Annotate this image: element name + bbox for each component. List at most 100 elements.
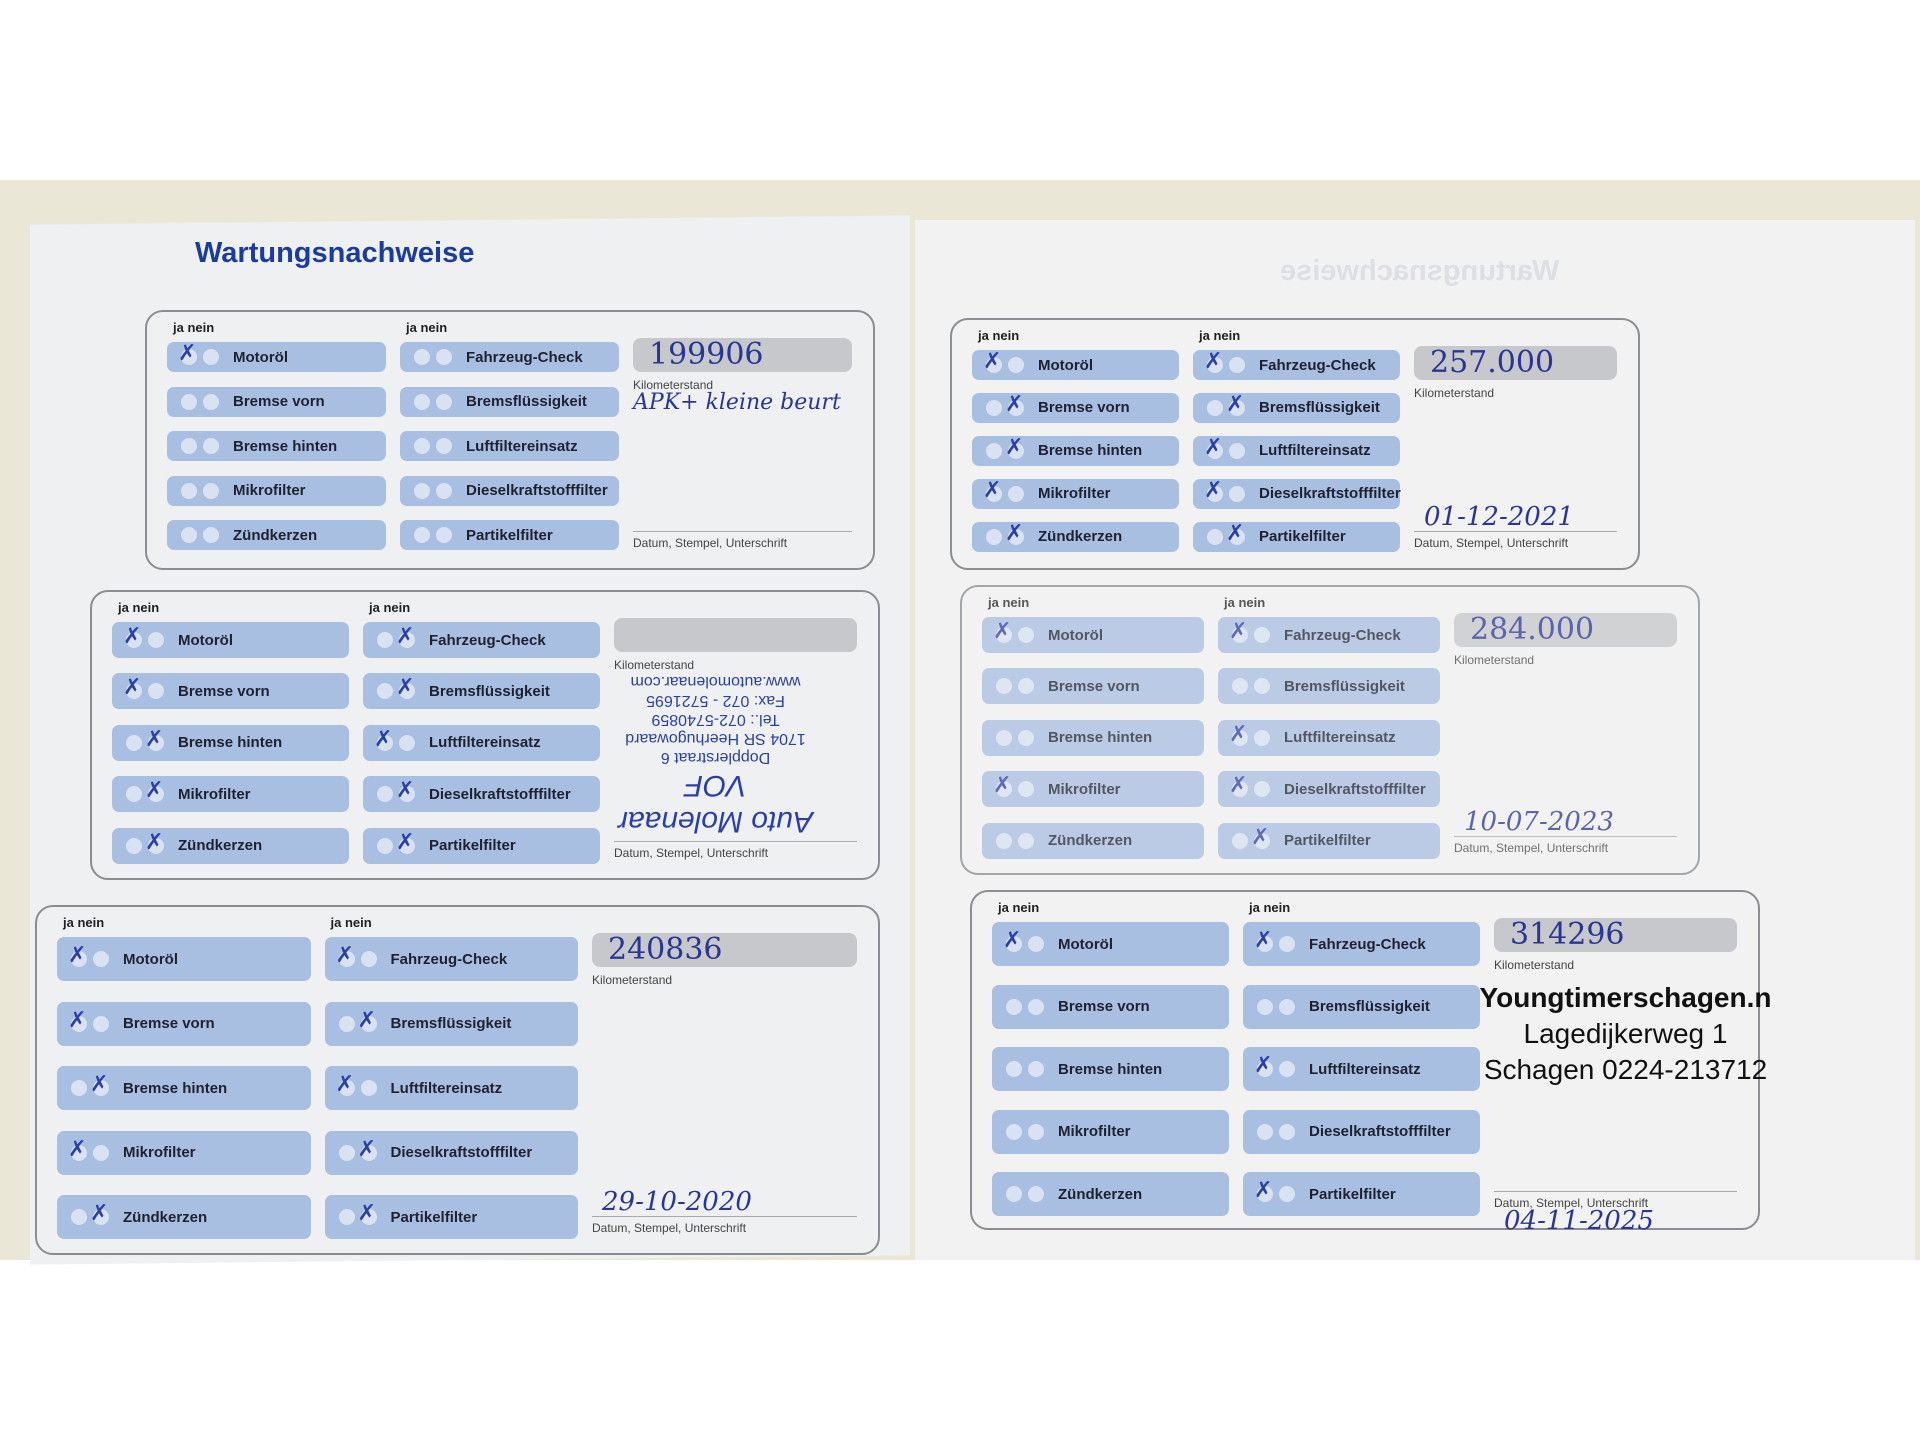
nein-checkbox[interactable] <box>1018 627 1034 643</box>
checklist-item-bremsehinten[interactable]: Bremse hinten <box>982 719 1204 756</box>
nein-checkbox[interactable]: ✗ <box>90 1072 109 1097</box>
nein-checkbox[interactable] <box>203 482 219 499</box>
nein-checkbox[interactable] <box>203 349 219 365</box>
nein-checkbox[interactable] <box>1279 1123 1295 1140</box>
nein-checkbox[interactable] <box>1028 1061 1044 1078</box>
mileage-field[interactable]: 314296 <box>1494 918 1737 952</box>
checklist-item-motorl[interactable]: ✗ Motoröl <box>112 622 349 658</box>
nein-checkbox[interactable] <box>1279 936 1295 952</box>
ja-checkbox[interactable] <box>1006 998 1022 1015</box>
nein-checkbox[interactable] <box>1279 998 1295 1015</box>
ja-checkbox[interactable] <box>377 837 393 854</box>
checklist-item-zndkerzen[interactable]: Zündkerzen <box>982 822 1204 859</box>
nein-checkbox[interactable] <box>436 438 452 454</box>
checklist-item-partikelfilter[interactable]: ✗ Partikelfilter <box>1193 521 1400 552</box>
nein-checkbox[interactable]: ✗ <box>358 1137 377 1162</box>
mileage-field[interactable]: 199906 <box>633 338 852 372</box>
checklist-item-mikrofilter[interactable]: ✗ Mikrofilter <box>57 1130 311 1175</box>
checklist-item-fahrzeugcheck[interactable]: ✗ Fahrzeug-Check <box>1193 349 1400 380</box>
nein-checkbox[interactable]: ✗ <box>1005 435 1024 460</box>
ja-checkbox[interactable]: ✗ <box>993 773 1012 798</box>
checklist-item-mikrofilter[interactable]: ✗ Mikrofilter <box>112 776 349 813</box>
checklist-item-partikelfilter[interactable]: ✗ Partikelfilter <box>1218 822 1440 859</box>
ja-checkbox[interactable] <box>181 527 197 543</box>
ja-checkbox[interactable]: ✗ <box>1229 722 1248 747</box>
checklist-item-motorl[interactable]: ✗ Motoröl <box>982 617 1204 653</box>
checklist-item-fahrzeugcheck[interactable]: Fahrzeug-Check <box>400 342 619 372</box>
ja-checkbox[interactable] <box>1006 1186 1022 1203</box>
checklist-item-motorl[interactable]: ✗ Motoröl <box>992 922 1229 966</box>
checklist-item-dieselkraftstofffilter[interactable]: ✗ Dieselkraftstofffilter <box>363 776 600 813</box>
checklist-item-bremsflssigkeit[interactable]: ✗ Bremsflüssigkeit <box>1193 392 1400 423</box>
checklist-item-luftfiltereinsatz[interactable]: ✗ Luftfiltereinsatz <box>1218 719 1440 756</box>
checklist-item-zndkerzen[interactable]: ✗ Zündkerzen <box>972 521 1179 552</box>
ja-checkbox[interactable]: ✗ <box>336 1072 355 1097</box>
ja-checkbox[interactable]: ✗ <box>1204 435 1223 460</box>
checklist-item-zndkerzen[interactable]: ✗ Zündkerzen <box>57 1195 311 1240</box>
ja-checkbox[interactable]: ✗ <box>1003 928 1022 953</box>
ja-checkbox[interactable]: ✗ <box>336 943 355 968</box>
nein-checkbox[interactable] <box>1018 781 1034 798</box>
checklist-item-luftfiltereinsatz[interactable]: ✗ Luftfiltereinsatz <box>1193 435 1400 466</box>
ja-checkbox[interactable]: ✗ <box>983 349 1002 374</box>
nein-checkbox[interactable] <box>1018 729 1034 746</box>
ja-checkbox[interactable] <box>181 438 197 454</box>
nein-checkbox[interactable] <box>148 632 164 648</box>
nein-checkbox[interactable]: ✗ <box>358 1201 377 1226</box>
checklist-item-mikrofilter[interactable]: Mikrofilter <box>992 1109 1229 1154</box>
ja-checkbox[interactable] <box>71 1080 87 1097</box>
nein-checkbox[interactable] <box>1028 1123 1044 1140</box>
ja-checkbox[interactable] <box>1257 998 1273 1015</box>
nein-checkbox[interactable]: ✗ <box>396 675 415 700</box>
ja-checkbox[interactable]: ✗ <box>993 619 1012 644</box>
checklist-item-bremsehinten[interactable]: ✗ Bremse hinten <box>57 1066 311 1111</box>
nein-checkbox[interactable] <box>93 1144 109 1161</box>
ja-checkbox[interactable] <box>126 837 142 854</box>
ja-checkbox[interactable] <box>338 1144 355 1161</box>
nein-checkbox[interactable] <box>1279 1186 1295 1203</box>
nein-checkbox[interactable] <box>1229 485 1245 502</box>
checklist-item-bremsflssigkeit[interactable]: ✗ Bremsflüssigkeit <box>324 1001 578 1046</box>
checklist-item-bremsevorn[interactable]: ✗ Bremse vorn <box>57 1001 311 1046</box>
checklist-item-zndkerzen[interactable]: Zündkerzen <box>167 520 386 550</box>
checklist-item-motorl[interactable]: ✗ Motoröl <box>57 937 311 981</box>
ja-checkbox[interactable]: ✗ <box>1254 1178 1273 1203</box>
checklist-item-bremsevorn[interactable]: ✗ Bremse vorn <box>112 673 349 710</box>
ja-checkbox[interactable]: ✗ <box>374 727 393 752</box>
checklist-item-fahrzeugcheck[interactable]: ✗ Fahrzeug-Check <box>1243 922 1480 966</box>
nein-checkbox[interactable] <box>93 1015 109 1032</box>
checklist-item-mikrofilter[interactable]: Mikrofilter <box>167 475 386 506</box>
mileage-field[interactable]: 284.000 <box>1454 613 1677 647</box>
ja-checkbox[interactable] <box>338 1015 355 1032</box>
nein-checkbox[interactable]: ✗ <box>1226 392 1245 417</box>
checklist-item-dieselkraftstofffilter[interactable]: ✗ Dieselkraftstofffilter <box>1193 478 1401 509</box>
nein-checkbox[interactable] <box>399 734 415 751</box>
ja-checkbox[interactable] <box>1257 1123 1273 1140</box>
ja-checkbox[interactable] <box>414 482 430 499</box>
checklist-item-bremsevorn[interactable]: ✗ Bremse vorn <box>972 392 1179 423</box>
checklist-item-fahrzeugcheck[interactable]: ✗ Fahrzeug-Check <box>324 937 578 981</box>
ja-checkbox[interactable]: ✗ <box>1229 619 1248 644</box>
nein-checkbox[interactable] <box>203 527 219 543</box>
nein-checkbox[interactable] <box>1254 781 1270 798</box>
checklist-item-bremsehinten[interactable]: ✗ Bremse hinten <box>112 724 349 761</box>
ja-checkbox[interactable] <box>181 393 197 410</box>
nein-checkbox[interactable] <box>436 482 452 499</box>
ja-checkbox[interactable] <box>996 729 1012 746</box>
mileage-field[interactable]: 257.000 <box>1414 346 1617 380</box>
nein-checkbox[interactable]: ✗ <box>145 778 164 803</box>
checklist-item-dieselkraftstofffilter[interactable]: Dieselkraftstofffilter <box>1243 1109 1480 1154</box>
checklist-item-partikelfilter[interactable]: ✗ Partikelfilter <box>324 1195 578 1240</box>
ja-checkbox[interactable]: ✗ <box>1229 773 1248 798</box>
nein-checkbox[interactable]: ✗ <box>145 727 164 752</box>
nein-checkbox[interactable] <box>1254 627 1270 643</box>
nein-checkbox[interactable] <box>1008 357 1024 373</box>
checklist-item-motorl[interactable]: ✗ Motoröl <box>167 341 386 372</box>
mileage-field[interactable] <box>614 618 857 652</box>
ja-checkbox[interactable] <box>414 393 430 410</box>
nein-checkbox[interactable]: ✗ <box>1005 392 1024 417</box>
ja-checkbox[interactable]: ✗ <box>178 341 197 366</box>
ja-checkbox[interactable] <box>986 399 1002 416</box>
nein-checkbox[interactable] <box>1254 729 1270 746</box>
checklist-item-partikelfilter[interactable]: ✗ Partikelfilter <box>363 827 600 864</box>
